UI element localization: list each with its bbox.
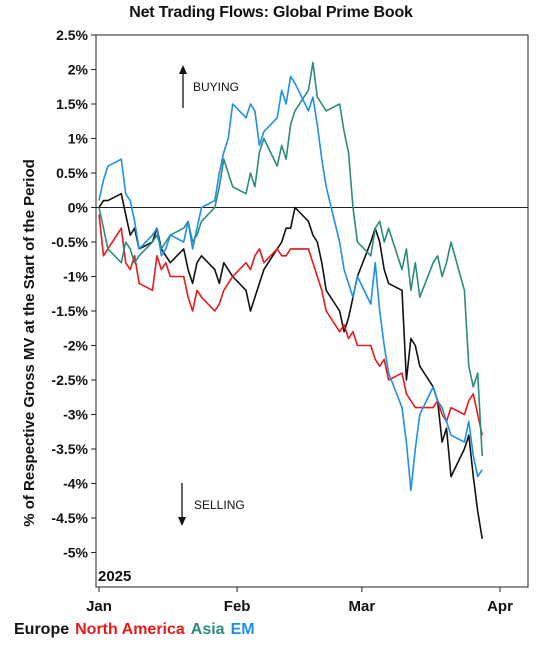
y-tick-label: -4% xyxy=(63,476,88,492)
x-tick-label: Feb xyxy=(224,598,251,615)
legend-item-em: EM xyxy=(230,621,255,638)
y-tick-label: -5% xyxy=(63,545,88,561)
buying-label: BUYING xyxy=(193,80,239,94)
y-axis-label: % of Respective Gross MV at the Start of… xyxy=(21,159,38,527)
legend: Europe North America Asia EM xyxy=(14,621,261,639)
y-tick-label: 2% xyxy=(68,62,89,78)
y-tick-label: 0% xyxy=(68,200,89,216)
x-tick-label: Jan xyxy=(86,598,112,615)
y-tick-label: 2.5% xyxy=(56,27,88,43)
chart-title: Net Trading Flows: Global Prime Book xyxy=(129,4,413,21)
series-line-asia xyxy=(98,61,483,456)
y-tick-label: -4.5% xyxy=(51,510,88,526)
series-line-europe xyxy=(98,192,483,539)
y-tick-label: 1.5% xyxy=(56,96,88,112)
buying-annotation: BUYING xyxy=(179,65,239,108)
y-tick-label: 1% xyxy=(68,131,89,147)
y-tick-label: 0.5% xyxy=(56,165,88,181)
x-tick-label: Mar xyxy=(349,598,376,615)
series-line-em xyxy=(98,75,483,492)
y-tick-label: -1% xyxy=(63,269,88,285)
legend-item-north-america: North America xyxy=(75,621,185,638)
y-tick-label: -3% xyxy=(63,407,88,423)
down-arrowhead-icon xyxy=(178,517,186,526)
y-tick-label: -1.5% xyxy=(51,303,88,319)
y-axis: 2.5% 2% 1.5% 1% 0.5% 0% -0.5% -1% -1.5% -2% -2.5% -… xyxy=(51,27,96,561)
y-tick-label: -0.5% xyxy=(51,234,88,250)
up-arrowhead-icon xyxy=(179,65,187,74)
series-lines xyxy=(98,61,483,539)
x-tick-label: Apr xyxy=(487,598,513,615)
selling-label: SELLING xyxy=(194,498,245,512)
y-tick-label: -2% xyxy=(63,338,88,354)
x-axis: Jan Feb Mar Apr xyxy=(86,587,513,615)
legend-item-europe: Europe xyxy=(14,621,70,638)
year-label: 2025 xyxy=(98,568,131,585)
y-tick-label: -2.5% xyxy=(51,372,88,388)
series-line-north-america xyxy=(98,214,483,436)
legend-item-asia: Asia xyxy=(190,621,225,638)
selling-annotation: SELLING xyxy=(178,483,245,526)
y-tick-label: -3.5% xyxy=(51,441,88,457)
plot-frame xyxy=(95,34,529,588)
